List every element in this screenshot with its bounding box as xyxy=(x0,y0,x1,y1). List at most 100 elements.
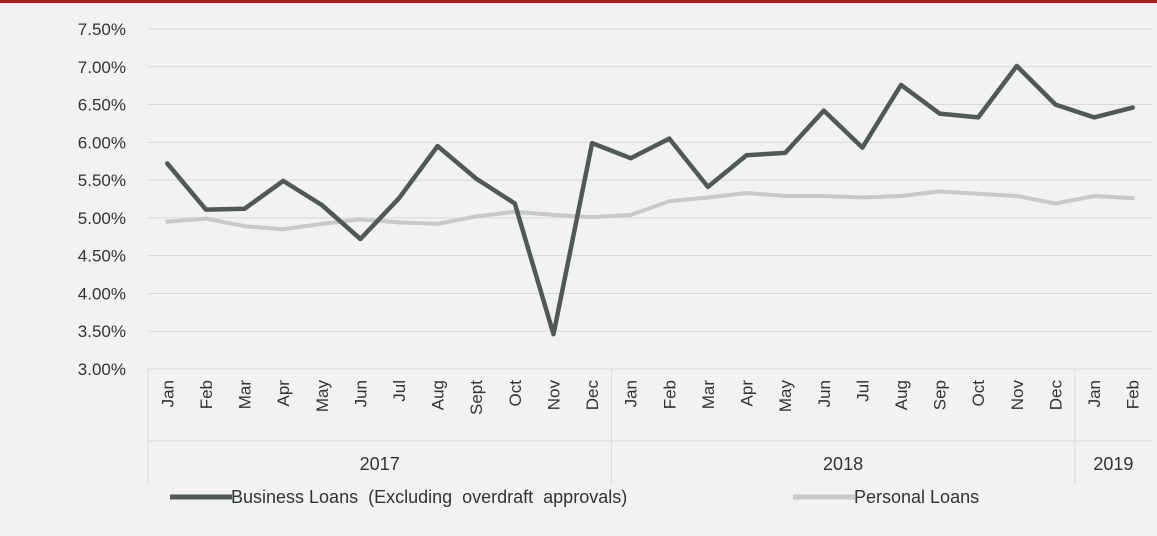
data-point xyxy=(1014,193,1019,198)
data-point xyxy=(319,203,324,208)
x-tick-label: Jul xyxy=(390,380,409,402)
data-point xyxy=(860,145,865,150)
x-tick-label: May xyxy=(313,380,332,413)
x-tick-label: Aug xyxy=(892,380,911,410)
data-point xyxy=(783,193,788,198)
data-point xyxy=(667,136,672,141)
data-point xyxy=(281,227,286,232)
legend: Business Loans (Excluding overdraft appr… xyxy=(170,487,979,507)
data-point xyxy=(1053,201,1058,206)
data-point xyxy=(1053,102,1058,107)
data-point xyxy=(1092,115,1097,120)
data-point xyxy=(435,221,440,226)
x-tick-label: Jan xyxy=(158,380,177,407)
y-tick-label: 6.50% xyxy=(78,96,126,115)
x-tick-label: Mar xyxy=(699,380,718,410)
x-tick-label: Apr xyxy=(274,380,293,407)
x-tick-label: Jul xyxy=(853,380,872,402)
data-point xyxy=(860,195,865,200)
y-tick-label: 3.00% xyxy=(78,360,126,379)
x-tick-label: Jan xyxy=(1085,380,1104,407)
data-point xyxy=(705,184,710,189)
data-point xyxy=(628,156,633,161)
x-tick-label: Nov xyxy=(544,380,563,411)
y-tick-label: 7.00% xyxy=(78,58,126,77)
data-point xyxy=(319,221,324,226)
year-label: 2018 xyxy=(823,454,863,474)
x-tick-label: Nov xyxy=(1008,380,1027,411)
data-point xyxy=(203,207,208,212)
y-tick-label: 7.50% xyxy=(78,20,126,39)
data-point xyxy=(281,178,286,183)
data-point xyxy=(783,150,788,155)
data-point xyxy=(242,224,247,229)
x-tick-label: Dec xyxy=(583,380,602,411)
data-point xyxy=(590,141,595,146)
series-line-personal-loans xyxy=(165,189,1135,232)
x-tick-label: Mar xyxy=(236,380,255,410)
data-point xyxy=(165,219,170,224)
x-tick-label: Aug xyxy=(429,380,448,410)
data-point xyxy=(976,191,981,196)
data-point xyxy=(937,189,942,194)
data-point xyxy=(551,212,556,217)
category-axis: 2017 2018 2019 Jan Feb Mar Apr May Jun Jul Aug Sept… xyxy=(147,369,1152,484)
x-tick-label: Oct xyxy=(969,380,988,407)
x-tick-label: Oct xyxy=(506,380,525,407)
gridlines xyxy=(148,28,1152,370)
data-point xyxy=(397,196,401,201)
data-point xyxy=(899,82,903,87)
x-tick-label: Dec xyxy=(1046,380,1065,411)
data-point xyxy=(821,108,826,113)
data-point xyxy=(397,220,401,225)
series-lines xyxy=(165,63,1135,337)
x-tick-label: Jan xyxy=(622,380,641,407)
data-point xyxy=(435,144,440,149)
data-point xyxy=(358,237,363,242)
series-line-business-loans xyxy=(165,63,1135,337)
data-point xyxy=(1130,196,1135,201)
data-point xyxy=(590,215,595,220)
x-tick-label: Feb xyxy=(1124,380,1143,409)
data-point xyxy=(976,115,981,120)
y-tick-label: 4.50% xyxy=(78,247,126,266)
x-tick-label: Jun xyxy=(815,380,834,407)
x-tick-label: Feb xyxy=(660,380,679,409)
data-point xyxy=(821,193,826,198)
data-point xyxy=(203,216,208,221)
data-point xyxy=(165,161,170,166)
x-tick-label: Sept xyxy=(467,380,486,415)
x-tick-label: Jun xyxy=(351,380,370,407)
year-label: 2017 xyxy=(360,454,400,474)
data-point xyxy=(1130,105,1135,110)
data-point xyxy=(1014,64,1019,69)
legend-label: Business Loans (Excluding overdraft appr… xyxy=(231,487,627,507)
x-tick-label: May xyxy=(776,380,795,413)
data-point xyxy=(667,199,672,204)
data-point xyxy=(512,201,517,206)
top-accent-rule xyxy=(0,0,1157,3)
data-point xyxy=(744,153,749,158)
data-point xyxy=(937,111,942,116)
data-point xyxy=(744,190,749,195)
y-tick-label: 4.00% xyxy=(78,284,126,303)
data-point xyxy=(474,214,479,219)
x-tick-label: Feb xyxy=(197,380,216,409)
year-label: 2019 xyxy=(1093,454,1133,474)
y-tick-label: 5.50% xyxy=(78,171,126,190)
data-point xyxy=(705,195,710,200)
data-point xyxy=(358,217,363,222)
y-tick-label: 6.00% xyxy=(78,133,126,152)
legend-label: Personal Loans xyxy=(854,487,979,507)
data-point xyxy=(551,332,556,337)
data-point xyxy=(899,193,903,198)
data-point xyxy=(628,212,633,217)
data-point xyxy=(242,206,247,211)
x-tick-label: Apr xyxy=(738,380,757,407)
y-axis-tick-labels: 7.50% 7.00% 6.50% 6.00% 5.50% 5.00% 4.50% 4.00%… xyxy=(78,20,126,379)
data-point xyxy=(1092,193,1097,198)
data-point xyxy=(474,176,479,181)
x-tick-label: Sep xyxy=(931,380,950,410)
